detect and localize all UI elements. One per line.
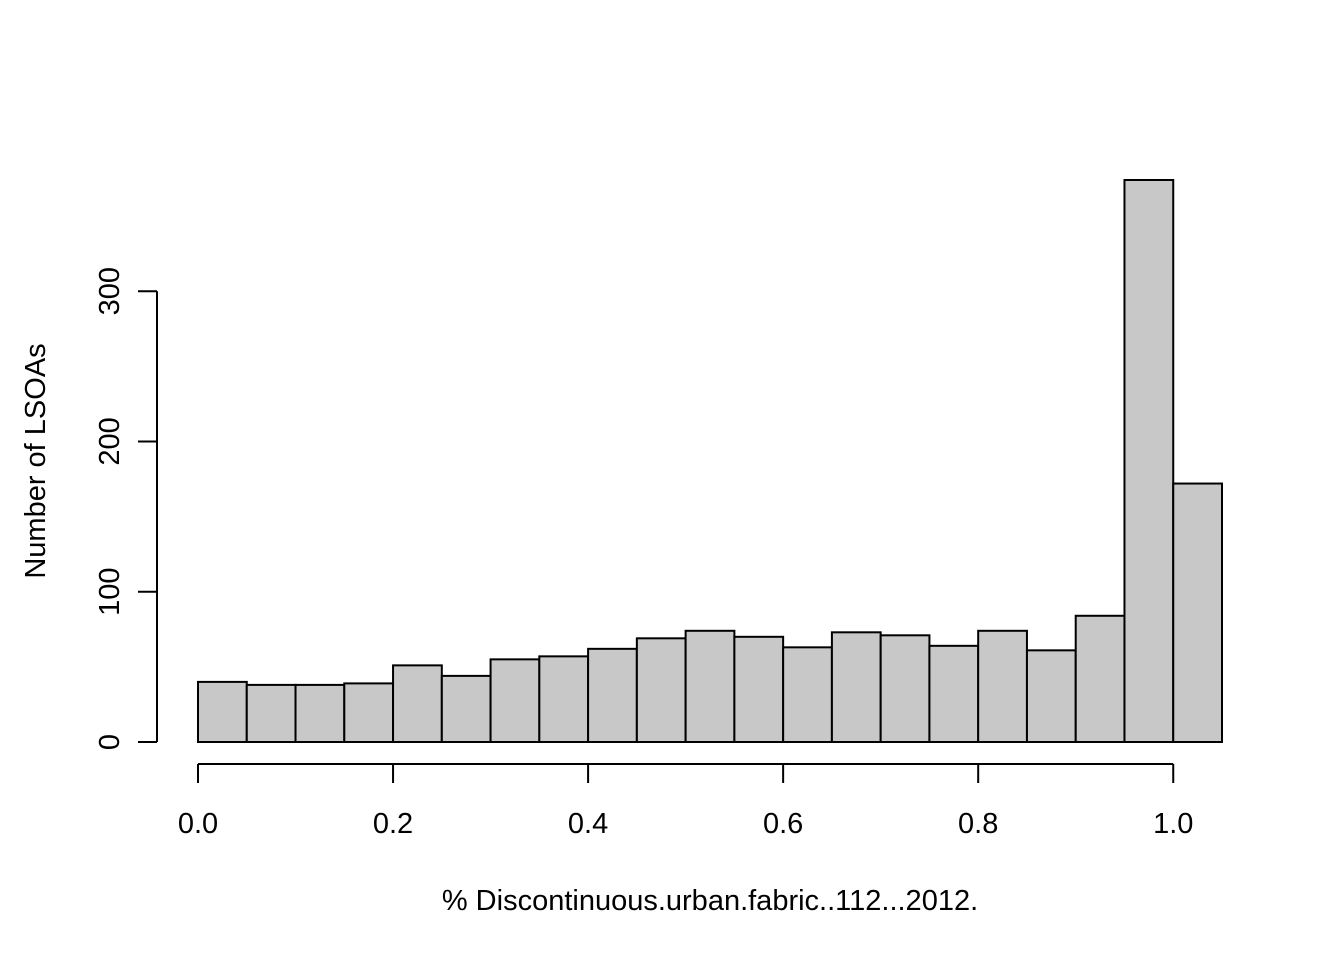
histogram-bar (1025, 649, 1077, 744)
x-tick-label: 0.6 (763, 808, 803, 840)
x-tick-label: 0.0 (178, 808, 218, 840)
histogram-bar (392, 664, 443, 744)
y-tick-label: 100 (94, 568, 126, 616)
histogram-bar (635, 637, 687, 743)
histogram-bar (245, 683, 297, 743)
histogram-bar (879, 634, 931, 744)
histogram-bar (489, 658, 541, 744)
y-tick-label: 0 (94, 734, 126, 750)
histogram-bar (1074, 614, 1126, 743)
histogram-bar (538, 655, 590, 743)
x-axis: 0.0 0.2 0.4 0.6 0.8 1.0 (178, 763, 1193, 840)
histogram-bar (343, 682, 395, 744)
x-axis-title: % Discontinuous.urban.fabric..112...2012… (442, 885, 978, 917)
x-tick-label: 0.8 (958, 808, 998, 840)
histogram-bar (928, 644, 980, 743)
bars-group (197, 179, 1223, 744)
histogram-bar (782, 646, 833, 743)
y-axis-title: Number of LSOAs (20, 343, 52, 578)
histogram-bar (440, 674, 492, 743)
x-tick-label: 0.4 (568, 808, 608, 840)
histogram-bar (1123, 179, 1175, 743)
x-tick-label: 0.2 (373, 808, 413, 840)
y-axis: 0 100 200 300 (94, 267, 158, 750)
histogram-bar (977, 629, 1028, 743)
histogram-bar (733, 635, 785, 743)
y-tick-label: 200 (94, 417, 126, 465)
histogram-bar (684, 629, 736, 743)
histogram-bar (294, 683, 346, 743)
histogram-bar (587, 647, 638, 744)
histogram-bar (197, 680, 248, 744)
histogram-bar (830, 631, 882, 743)
x-tick-label: 1.0 (1153, 808, 1193, 840)
y-tick-label: 300 (94, 267, 126, 315)
histogram-bar (1172, 482, 1223, 743)
